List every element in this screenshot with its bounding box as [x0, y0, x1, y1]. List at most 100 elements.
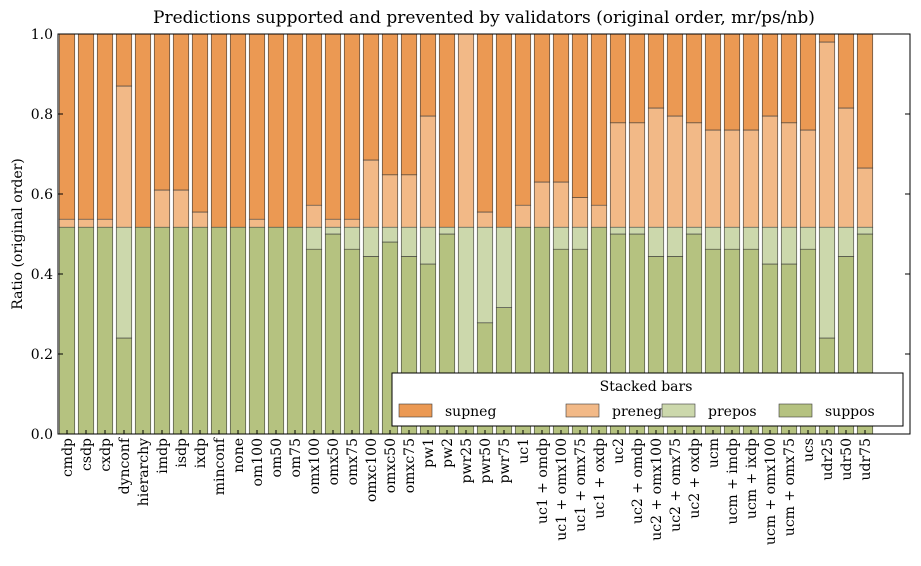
legend-label-prepos: prepos: [708, 404, 757, 420]
bar-segment-suppos: [172, 226, 190, 435]
bar-segment-supneg: [115, 33, 133, 87]
bar-segment-supneg: [400, 33, 418, 176]
bar-segment-supneg: [438, 33, 456, 228]
legend-label-supneg: supneg: [445, 404, 496, 420]
bar-segment-prepos: [628, 226, 646, 235]
bar-segment-supneg: [381, 33, 399, 176]
bar-segment-supneg: [704, 33, 722, 131]
bar-segment-prepos: [799, 226, 817, 250]
bar-segment-preneg: [153, 189, 171, 228]
x-tick-label: uc2 + oxdp: [687, 438, 703, 519]
bar-segment-supneg: [628, 33, 646, 124]
bar-segment-supneg: [210, 33, 228, 228]
x-tick-label: ucm + omx75: [782, 438, 798, 536]
plot-frame: [57, 33, 911, 435]
bar-segment-prepos: [818, 226, 836, 339]
y-axis-label: Ratio (original order): [10, 158, 26, 310]
x-axis: cmdp csdp cxdp dynconf hierarchy imdp isdp ixdp…: [60, 430, 874, 545]
bar-segment-prepos: [666, 226, 684, 257]
bar-segment-supneg: [476, 33, 494, 213]
bar-segment-supneg: [571, 33, 589, 198]
bar-segment-suppos: [343, 248, 361, 435]
bar-segment-prepos: [609, 226, 627, 235]
x-tick-label: omxc100: [364, 438, 380, 502]
y-tick-label: 0.8: [31, 107, 53, 123]
bar-segment-supneg: [229, 33, 247, 228]
bar-segment-preneg: [590, 204, 608, 228]
x-tick-label: uc2: [611, 438, 627, 464]
bar-segment-preneg: [77, 218, 95, 228]
x-tick-label: hierarchy: [136, 438, 152, 506]
bar-segment-preneg: [343, 218, 361, 228]
bar-segment-suppos: [229, 226, 247, 435]
x-tick-label: omx50: [326, 438, 342, 485]
bar-segment-preneg: [514, 204, 532, 228]
bar-segment-supneg: [495, 33, 513, 228]
bar-segment-supneg: [77, 33, 95, 220]
x-tick-label: cmdp: [60, 438, 76, 477]
bar-segment-supneg: [685, 33, 703, 124]
bar-segment-supneg: [552, 33, 570, 183]
bar-segment-prepos: [115, 226, 133, 339]
bar-segment-prepos: [704, 226, 722, 250]
x-tick-label: uc1: [516, 438, 532, 464]
bar-segment-prepos: [305, 226, 323, 250]
bar-segment-preneg: [856, 167, 874, 228]
x-tick-label: uc2 + omdp: [630, 438, 646, 524]
bar-segment-prepos: [761, 226, 779, 265]
x-tick-label: uc1 + omx100: [554, 438, 570, 541]
x-tick-label: udr75: [858, 438, 874, 481]
bar-segment-supneg: [647, 33, 665, 109]
x-tick-label: uc2 + omx100: [649, 438, 665, 541]
legend-swatch-suppos: [778, 403, 813, 418]
bar-segment-suppos: [324, 233, 342, 435]
bar-segment-suppos: [153, 226, 171, 435]
x-tick-label: imdp: [155, 438, 171, 474]
bar-segment-suppos: [248, 226, 266, 435]
x-tick-label: ucm: [706, 438, 722, 468]
bar-segment-suppos: [210, 226, 228, 435]
x-tick-label: omxc50: [383, 438, 399, 493]
bar-segment-prepos: [324, 226, 342, 235]
bar-segment-prepos: [723, 226, 741, 250]
bar-segment-suppos: [58, 226, 76, 435]
bar-segment-preneg: [58, 218, 76, 228]
bar-segment-preneg: [305, 204, 323, 228]
bar-segment-prepos: [647, 226, 665, 257]
bar-segment-preneg: [96, 218, 114, 228]
bar-segment-preneg: [628, 122, 646, 228]
bar-segment-suppos: [362, 256, 380, 435]
bar-segment-suppos: [267, 226, 285, 435]
bar-segment-supneg: [799, 33, 817, 131]
legend-label-preneg: preneg: [612, 404, 662, 420]
y-tick-label: 0.0: [31, 427, 53, 443]
bar-segment-supneg: [761, 33, 779, 117]
bar-segment-supneg: [723, 33, 741, 131]
x-tick-label: uc2 + omx75: [668, 438, 684, 532]
x-tick-label: none: [231, 438, 247, 473]
bar-segment-preneg: [742, 129, 760, 228]
bar-segment-preneg: [533, 181, 551, 228]
bar-segment-prepos: [856, 226, 874, 235]
x-tick-label: minconf: [212, 436, 228, 495]
x-tick-label: pw1: [421, 438, 437, 468]
bar-segment-supneg: [742, 33, 760, 131]
bar-segment-prepos: [438, 226, 456, 235]
bar-segment-supneg: [533, 33, 551, 183]
bar-segment-preneg: [191, 211, 209, 228]
x-tick-label: uc1 + omdp: [535, 438, 551, 524]
x-tick-label: ixdp: [193, 438, 209, 468]
bar-segment-supneg: [96, 33, 114, 220]
bar-segment-supneg: [590, 33, 608, 206]
x-tick-label: omx75: [345, 438, 361, 485]
bar-segment-supneg: [305, 33, 323, 206]
chart-title: Predictions supported and prevented by v…: [153, 8, 815, 28]
bar-segment-preneg: [609, 122, 627, 228]
bar-segment-supneg: [514, 33, 532, 206]
bar-segment-preneg: [799, 129, 817, 228]
bar-segment-supneg: [267, 33, 285, 228]
bar-segment-preneg: [685, 122, 703, 228]
y-tick-label: 0.6: [31, 187, 53, 203]
bar-segment-preneg: [647, 107, 665, 228]
